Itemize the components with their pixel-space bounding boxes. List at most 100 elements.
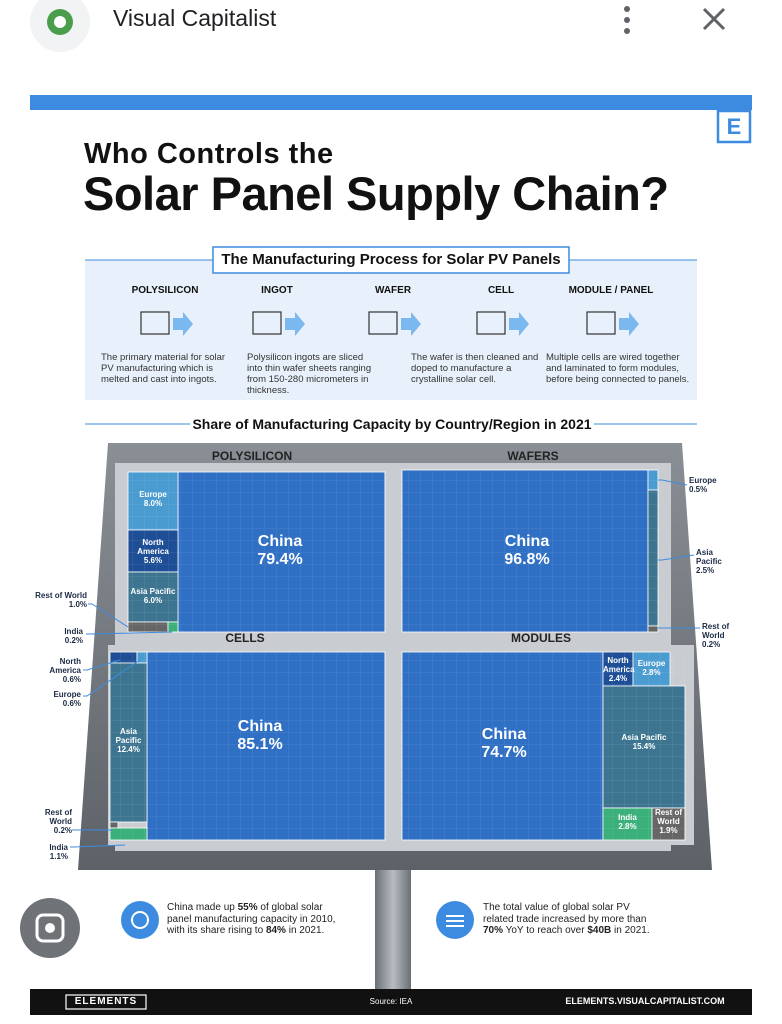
fact: The total value of global solar PV relat…: [483, 902, 653, 937]
title-line-2: Solar Panel Supply Chain?: [83, 167, 669, 220]
step-icon: [140, 311, 170, 335]
fact-text: The total value of global solar PV relat…: [483, 902, 647, 925]
footer-bar: [30, 989, 752, 1015]
fact: China made up 55% of global solar panel …: [167, 902, 337, 937]
app-title: Visual Capitalist: [113, 5, 277, 31]
segment-value: 2.4%: [608, 674, 628, 684]
panel-title: POLYSILICON: [211, 449, 293, 463]
fact-text: of global solar panel manufacturing capa…: [167, 902, 336, 936]
segment-name: Europe: [53, 690, 81, 699]
step-arrow: [509, 312, 529, 336]
panel-title: MODULES: [511, 631, 571, 645]
segment-name: Asia Pacific: [130, 587, 176, 596]
logo: E: [726, 114, 742, 139]
segment-name: India: [64, 627, 83, 636]
fact-text: in 2021.: [285, 925, 325, 936]
fact-text: YoY to reach over: [503, 925, 588, 936]
segment-name: Asia Pacific: [696, 548, 722, 567]
segment-name: Asia Pacific: [115, 727, 142, 746]
segment-value: 96.8%: [504, 551, 550, 569]
segment-value: 8.0%: [143, 499, 163, 509]
step-icon: [368, 311, 398, 335]
segment-value: 1.9%: [659, 826, 678, 836]
close-button[interactable]: [702, 7, 726, 31]
segment-value: 0.6%: [62, 699, 81, 709]
step-description: The primary material for solar PV manufa…: [101, 352, 226, 385]
segment-name: China: [481, 726, 527, 743]
fact-text: 55%: [237, 902, 258, 913]
footer-url: ELEMENTS.VISUALCAPITALIST.COM: [565, 996, 725, 1006]
fact-text: $40B: [587, 925, 612, 936]
segment-name: Rest of World: [44, 808, 72, 827]
step-description: Multiple cells are wired together and la…: [546, 352, 690, 385]
step-arrow: [173, 312, 193, 336]
step-icon: [586, 311, 616, 335]
step-name: POLYSILICON: [131, 285, 199, 296]
menu-button[interactable]: [624, 6, 630, 34]
callout-line: [658, 479, 688, 486]
segment-value: 85.1%: [237, 736, 283, 754]
segment-value: 0.6%: [62, 675, 81, 685]
segment-name: Europe: [139, 490, 167, 499]
segment-value: 0.5%: [689, 485, 708, 495]
top-stripe: [30, 95, 752, 110]
segment-name: North America: [603, 656, 635, 675]
title-line-1: Who Controls the: [84, 138, 334, 170]
callout-line: [86, 631, 173, 635]
segment-name: Europe: [689, 476, 717, 485]
callout-line: [83, 659, 141, 697]
segment-name: China: [504, 533, 550, 550]
segment-value: 2.8%: [618, 822, 637, 832]
segment-value: 0.2%: [64, 636, 83, 646]
panel-title: CELLS: [225, 631, 265, 645]
segment-name: Rest of World: [654, 808, 683, 827]
step-name: INGOT: [261, 285, 293, 296]
fact-text: China made up: [167, 902, 238, 913]
segment-value: 2.5%: [696, 566, 715, 576]
step-name: CELL: [487, 285, 515, 296]
process-title: The Manufacturing Process for Solar PV P…: [221, 251, 561, 268]
segment-value: 0.2%: [53, 826, 72, 836]
segment-value: 79.4%: [257, 551, 303, 569]
callout-line: [70, 844, 126, 848]
segment-value: 74.7%: [481, 744, 527, 762]
step-arrow: [619, 312, 639, 336]
segment-name: Europe: [637, 659, 666, 668]
segment-value: 15.4%: [632, 742, 656, 752]
footer-brand: ELEMENTS: [74, 996, 138, 1007]
segment-name: India: [618, 813, 637, 822]
segment-name: Rest of World: [35, 591, 87, 600]
segment-name: India: [49, 843, 68, 852]
segment-name: Rest of World: [702, 622, 730, 641]
panel-title: WAFERS: [507, 449, 559, 463]
fact-text: in 2021.: [611, 925, 650, 936]
callout-line: [658, 554, 695, 561]
pole: [375, 870, 411, 990]
step-icon: [252, 311, 282, 335]
step-name: WAFER: [374, 285, 412, 296]
step-arrow: [401, 312, 421, 336]
segment-value: 12.4%: [117, 745, 140, 755]
segment-value: 1.0%: [68, 600, 87, 610]
fact-text: 70%: [483, 925, 504, 936]
callout-line: [83, 659, 121, 671]
step-arrow: [285, 312, 305, 336]
segment-value: 5.6%: [143, 556, 163, 566]
segment-name: North America: [49, 657, 81, 676]
segment-value: 1.1%: [49, 852, 68, 862]
segment-value: 2.8%: [642, 668, 661, 678]
step-icon: [476, 311, 506, 335]
segment-name: China: [237, 718, 283, 735]
segment-value: 6.0%: [143, 596, 163, 606]
segment-value: 0.2%: [702, 640, 721, 650]
logo-box: [716, 109, 752, 144]
step-description: Polysilicon ingots are sliced into thin …: [247, 352, 372, 396]
step-name: MODULE / PANEL: [568, 285, 654, 296]
segment-name: Asia Pacific: [621, 733, 667, 742]
process-icons: [140, 311, 639, 336]
fact-text: 84%: [265, 925, 286, 936]
callout-line: [88, 603, 129, 628]
segment-name: China: [257, 533, 303, 550]
